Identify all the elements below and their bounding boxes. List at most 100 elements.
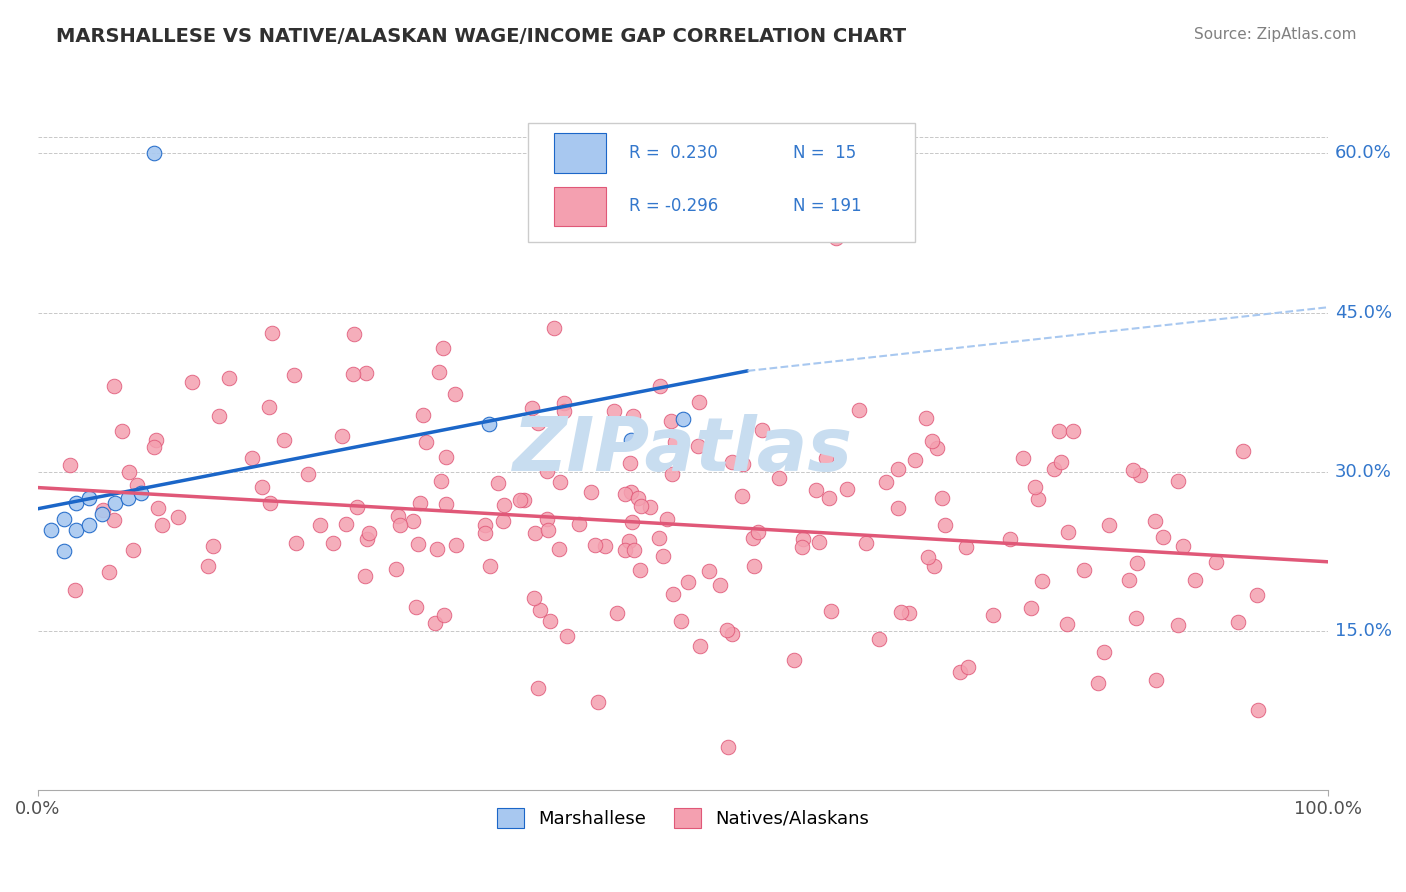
Point bbox=[568, 516, 591, 531]
Point bbox=[1043, 462, 1066, 476]
Point bbox=[474, 526, 496, 541]
Point bbox=[103, 513, 125, 527]
Point bbox=[322, 536, 344, 550]
Bar bbox=[554, 186, 606, 227]
Point bbox=[527, 416, 550, 430]
Point bbox=[98, 566, 121, 580]
Point bbox=[804, 483, 827, 497]
Point bbox=[731, 457, 754, 471]
Point bbox=[257, 400, 280, 414]
Point bbox=[1247, 703, 1270, 717]
Point bbox=[412, 409, 434, 423]
Point bbox=[150, 518, 173, 533]
Point bbox=[688, 395, 710, 409]
Point bbox=[807, 534, 830, 549]
Point bbox=[898, 606, 921, 620]
Point bbox=[330, 429, 353, 443]
Point bbox=[202, 539, 225, 553]
Point bbox=[529, 602, 551, 616]
Point bbox=[536, 464, 558, 478]
Point bbox=[955, 541, 977, 555]
Point bbox=[52, 544, 75, 558]
Point bbox=[426, 542, 449, 557]
Point bbox=[388, 517, 411, 532]
Point bbox=[922, 559, 945, 574]
Point bbox=[145, 433, 167, 447]
Point bbox=[1019, 601, 1042, 615]
Point bbox=[104, 496, 127, 510]
Point bbox=[717, 739, 740, 754]
Text: 30.0%: 30.0% bbox=[1334, 463, 1392, 481]
Point bbox=[1062, 424, 1084, 438]
Point bbox=[122, 542, 145, 557]
Point bbox=[406, 537, 429, 551]
Point bbox=[385, 562, 408, 576]
Point bbox=[825, 231, 848, 245]
Point bbox=[65, 496, 87, 510]
Text: R = -0.296: R = -0.296 bbox=[628, 197, 718, 215]
Point bbox=[915, 410, 938, 425]
Point bbox=[346, 500, 368, 514]
Point bbox=[423, 615, 446, 630]
Point bbox=[434, 450, 457, 464]
Text: 15.0%: 15.0% bbox=[1334, 622, 1392, 640]
Point bbox=[887, 501, 910, 516]
Point bbox=[103, 379, 125, 393]
Point bbox=[387, 508, 409, 523]
Point bbox=[623, 542, 645, 557]
Point bbox=[537, 523, 560, 537]
Point bbox=[747, 524, 769, 539]
Point bbox=[432, 341, 454, 355]
Point bbox=[1122, 463, 1144, 477]
Point bbox=[409, 496, 432, 510]
Point bbox=[1167, 474, 1189, 488]
Point bbox=[478, 417, 501, 431]
Point bbox=[1118, 573, 1140, 587]
Point bbox=[623, 409, 645, 424]
Point bbox=[523, 591, 546, 605]
Point bbox=[820, 604, 842, 618]
Point bbox=[1205, 555, 1227, 569]
Point bbox=[686, 439, 709, 453]
Point bbox=[875, 475, 897, 490]
Point bbox=[509, 493, 531, 508]
Point bbox=[91, 507, 114, 521]
Point bbox=[1153, 530, 1175, 544]
Point bbox=[1031, 574, 1053, 589]
Point bbox=[553, 404, 575, 418]
Point bbox=[1073, 563, 1095, 577]
Point bbox=[143, 440, 166, 454]
Text: N = 191: N = 191 bbox=[793, 197, 862, 215]
Text: MARSHALLESE VS NATIVE/ALASKAN WAGE/INCOME GAP CORRELATION CHART: MARSHALLESE VS NATIVE/ALASKAN WAGE/INCOM… bbox=[56, 27, 907, 45]
Bar bbox=[554, 133, 606, 173]
Point bbox=[672, 411, 695, 425]
Text: N =  15: N = 15 bbox=[793, 144, 856, 161]
Point bbox=[342, 326, 364, 341]
Point bbox=[240, 451, 263, 466]
Point bbox=[297, 467, 319, 482]
Point bbox=[1092, 645, 1115, 659]
Point bbox=[197, 558, 219, 573]
Point bbox=[721, 455, 744, 469]
Point bbox=[689, 640, 711, 654]
Point bbox=[1049, 424, 1071, 438]
Point bbox=[709, 578, 731, 592]
Point bbox=[614, 486, 637, 500]
Point bbox=[664, 435, 686, 450]
Point bbox=[887, 462, 910, 476]
Point bbox=[273, 434, 295, 448]
Point bbox=[783, 653, 806, 667]
Point bbox=[283, 368, 305, 383]
Point bbox=[697, 564, 720, 578]
Point bbox=[741, 531, 763, 545]
Point bbox=[1126, 556, 1149, 570]
Point bbox=[606, 607, 628, 621]
Point bbox=[931, 491, 953, 505]
Text: 60.0%: 60.0% bbox=[1334, 145, 1392, 162]
Point bbox=[125, 477, 148, 491]
Point bbox=[427, 365, 450, 379]
Point bbox=[921, 434, 943, 448]
Point bbox=[628, 563, 651, 577]
Point bbox=[593, 539, 616, 553]
Point bbox=[79, 517, 101, 532]
